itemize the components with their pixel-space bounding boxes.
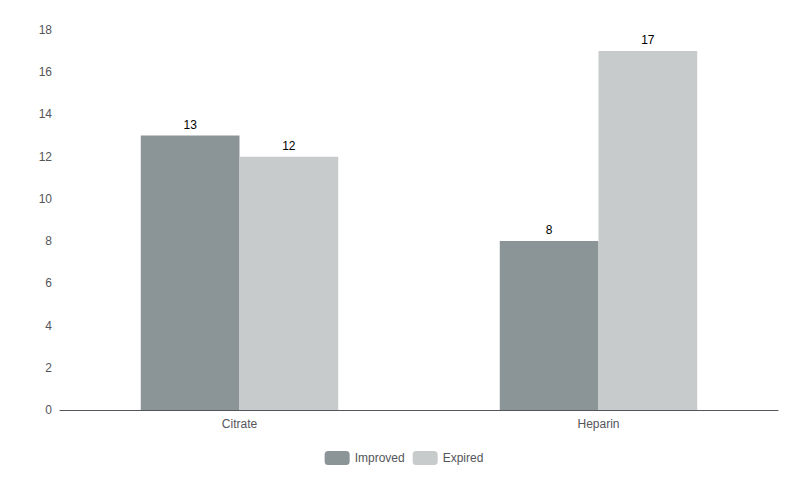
svg-text:0: 0 xyxy=(45,403,52,417)
svg-text:Improved: Improved xyxy=(355,451,405,465)
svg-text:Citrate: Citrate xyxy=(222,417,258,431)
svg-text:17: 17 xyxy=(641,33,655,47)
svg-text:10: 10 xyxy=(39,192,53,206)
svg-text:14: 14 xyxy=(39,107,53,121)
svg-text:Heparin: Heparin xyxy=(577,417,619,431)
svg-text:13: 13 xyxy=(183,118,197,132)
svg-text:8: 8 xyxy=(546,223,553,237)
svg-text:12: 12 xyxy=(282,139,296,153)
svg-text:Expired: Expired xyxy=(443,451,484,465)
svg-text:8: 8 xyxy=(45,234,52,248)
svg-text:2: 2 xyxy=(45,361,52,375)
svg-text:6: 6 xyxy=(45,276,52,290)
svg-text:4: 4 xyxy=(45,319,52,333)
svg-text:12: 12 xyxy=(39,150,53,164)
svg-text:16: 16 xyxy=(39,65,53,79)
svg-text:18: 18 xyxy=(39,23,53,37)
